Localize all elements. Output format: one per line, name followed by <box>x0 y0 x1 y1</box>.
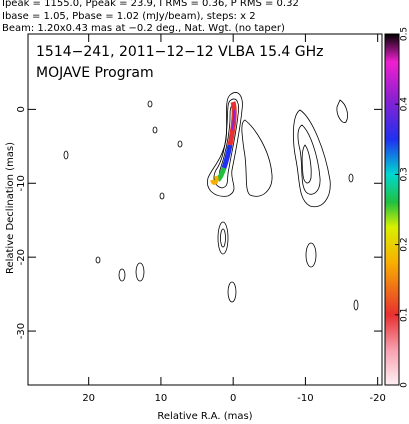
x-axis-label: Relative R.A. (mas) <box>157 411 252 422</box>
header-line: Ibase = 1.05, Pbase = 1.02 (mJy/beam), s… <box>2 11 256 22</box>
plot-frame <box>27 33 383 386</box>
colorbar <box>384 33 400 386</box>
colorbar-tick-label: 0.5 <box>400 27 409 41</box>
colorbar-tick-label: 0.3 <box>400 167 409 181</box>
x-tick-label: 20 <box>82 393 95 404</box>
polarization <box>210 101 237 185</box>
colorbar-tick-label: 0.4 <box>400 97 409 112</box>
contours <box>63 92 359 311</box>
y-tick-label: -30 <box>16 323 27 339</box>
colorbar-tick-label: 0.1 <box>400 308 409 322</box>
y-tick-label: -10 <box>16 175 27 191</box>
x-tick-label: -20 <box>369 393 385 404</box>
y-axis-label: Relative Declination (mas) <box>5 142 16 274</box>
annotation: MOJAVE Program <box>36 65 154 81</box>
annotation: 1514−241, 2011−12−12 VLBA 15.4 GHz <box>36 44 324 60</box>
colorbar-tick-label: 0.2 <box>400 237 409 251</box>
colorbar-tick-label: 0 <box>400 382 409 388</box>
x-tick-label: 10 <box>155 393 168 404</box>
x-tick-label: 0 <box>230 393 236 404</box>
header-line: Ipeak = 1155.0, Ppeak = 23.9, I RMS = 0.… <box>2 0 299 9</box>
x-tick-label: -10 <box>297 393 313 404</box>
y-tick-label: 0 <box>16 106 27 112</box>
header-line: Beam: 1.20x0.43 mas at −0.2 deg., Nat. W… <box>2 23 285 34</box>
y-tick-label: -20 <box>16 249 27 265</box>
